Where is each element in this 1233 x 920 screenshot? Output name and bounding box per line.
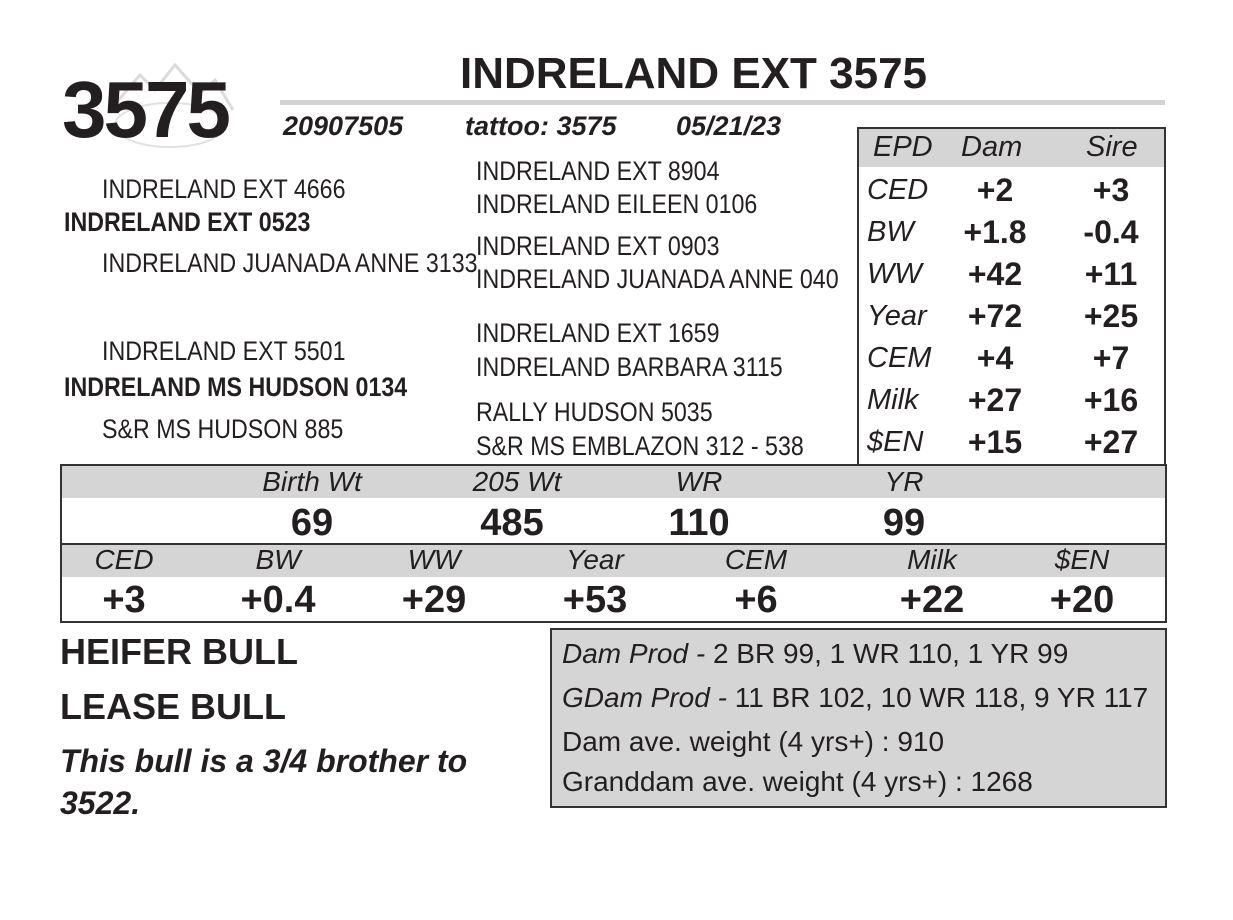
parent-epd-sire-value: +27 (1083, 424, 1139, 460)
parent-epd-label: Year (867, 300, 927, 332)
registration-number: 20907505 (283, 111, 404, 141)
dam-average-weight: Dam ave. weight (4 yrs+) : 910 (562, 726, 945, 757)
parent-epd-dam-value: +15 (967, 424, 1023, 460)
parent-epd-dam-value: +27 (967, 382, 1023, 418)
epd-value: +6 (734, 579, 778, 621)
performance-label: 205 Wt (472, 466, 562, 497)
tattoo: tattoo: 3575 (465, 111, 617, 141)
ranch-logo-watermark (108, 62, 235, 148)
parent-epd-label: CEM (867, 342, 932, 374)
epd-value: +3 (102, 579, 146, 621)
parent-epd-header-dam: Dam (961, 131, 1023, 163)
epd-value: +0.4 (240, 579, 316, 621)
animal-name: INDRELAND EXT 3575 (460, 49, 928, 98)
epd-label: CED (94, 544, 154, 575)
header-divider (280, 100, 1165, 105)
epd-value: +22 (899, 579, 965, 621)
parent-epd-header-sire: Sire (1086, 131, 1138, 163)
epd-value: +53 (562, 579, 628, 621)
pedigree-ds-sire: INDRELAND EXT 1659 (476, 318, 720, 348)
parent-epd-header-band (859, 129, 1164, 167)
epd-label: WW (407, 544, 461, 575)
pedigree-ds-dam: INDRELAND BARBARA 3115 (476, 352, 783, 382)
parent-epd-label: $EN (867, 426, 924, 458)
parent-epd-sire-value: +25 (1083, 298, 1139, 334)
performance-value: 99 (882, 502, 926, 544)
epd-label-band (62, 545, 1165, 577)
granddam-production: GDam Prod - 11 BR 102, 10 WR 118, 9 YR 1… (562, 684, 1148, 712)
pedigree-sire-sire: INDRELAND EXT 4666 (102, 174, 346, 204)
epd-value: +20 (1049, 579, 1115, 621)
parent-epd-dam-value: +42 (967, 256, 1023, 292)
dam-production-value: 2 BR 99, 1 WR 110, 1 YR 99 (712, 638, 1069, 669)
epd-label: $EN (1054, 544, 1110, 575)
parent-epd-label: BW (867, 216, 914, 248)
pedigree-dd-dam: S&R MS EMBLAZON 312 - 538 (476, 431, 804, 461)
note-heifer-bull: HEIFER BULL (60, 631, 298, 672)
performance-value: 110 (668, 502, 730, 544)
parent-epd-label: Milk (867, 384, 919, 416)
parent-epd-dam-value: +2 (976, 172, 1014, 208)
granddam-average-weight: Granddam ave. weight (4 yrs+) : 1268 (562, 766, 1033, 797)
pedigree-sd-sire: INDRELAND EXT 0903 (476, 231, 720, 261)
epd-label: CEM (724, 544, 788, 575)
parent-epd-dam-value: +72 (967, 298, 1023, 334)
dam-production-label: Dam Prod - (562, 638, 713, 669)
granddam-production-value: 11 BR 102, 10 WR 118, 9 YR 117 (734, 682, 1149, 713)
pedigree-dam: INDRELAND MS HUDSON 0134 (64, 372, 408, 402)
parent-epd-sire-value: -0.4 (1083, 214, 1139, 250)
pedigree-ss-dam: INDRELAND EILEEN 0106 (476, 189, 758, 219)
production-box: Dam Prod - 2 BR 99, 1 WR 110, 1 YR 99 GD… (550, 628, 1167, 808)
parent-epd-sire-value: +7 (1092, 340, 1130, 376)
parent-epd-label: WW (867, 258, 922, 290)
pedigree-ss-sire: INDRELAND EXT 8904 (476, 156, 720, 186)
note-lease-bull: LEASE BULL (60, 686, 287, 727)
pedigree-sire-dam: INDRELAND JUANADA ANNE 3133 (102, 248, 478, 278)
pedigree-sire: INDRELAND EXT 0523 (64, 207, 311, 237)
epd-value: +29 (401, 579, 467, 621)
epd-label: BW (255, 544, 301, 575)
granddam-production-label: GDam Prod - (562, 682, 735, 713)
performance-table: Birth Wt 205 Wt WR YR 69 485 110 99 CED … (60, 464, 1167, 623)
epd-label: Year (566, 544, 624, 575)
parent-epd-label: CED (867, 174, 929, 206)
pedigree-dd-sire: RALLY HUDSON 5035 (476, 397, 713, 427)
performance-value: 69 (290, 502, 334, 544)
parent-epd-sire-value: +11 (1084, 256, 1138, 292)
dam-production: Dam Prod - 2 BR 99, 1 WR 110, 1 YR 99 (562, 640, 1068, 668)
performance-divider (62, 543, 1165, 545)
performance-label: Birth Wt (262, 466, 362, 497)
parent-epd-sire-value: +3 (1092, 172, 1130, 208)
parent-epd-header-epd: EPD (873, 131, 933, 163)
birth-date: 05/21/23 (676, 111, 782, 141)
parent-epd-table: EPD Dam Sire CED +2 +3 BW +1.8 -0.4 WW +… (857, 127, 1166, 467)
performance-label: WR (675, 466, 723, 497)
performance-label-band (62, 466, 1165, 498)
performance-label: YR (884, 466, 924, 497)
lot-number: 3575 (62, 65, 231, 154)
pedigree-dam-dam: S&R MS HUDSON 885 (102, 414, 344, 444)
performance-value: 485 (480, 502, 544, 544)
note-comment: This bull is a 3/4 brother to 3522. (60, 743, 468, 821)
epd-label: Milk (907, 544, 957, 575)
parent-epd-dam-value: +4 (976, 340, 1014, 376)
pedigree-dam-sire: INDRELAND EXT 5501 (102, 336, 346, 366)
parent-epd-sire-value: +16 (1083, 382, 1139, 418)
parent-epd-dam-value: +1.8 (963, 214, 1027, 250)
pedigree-sd-dam: INDRELAND JUANADA ANNE 040 (476, 264, 839, 294)
